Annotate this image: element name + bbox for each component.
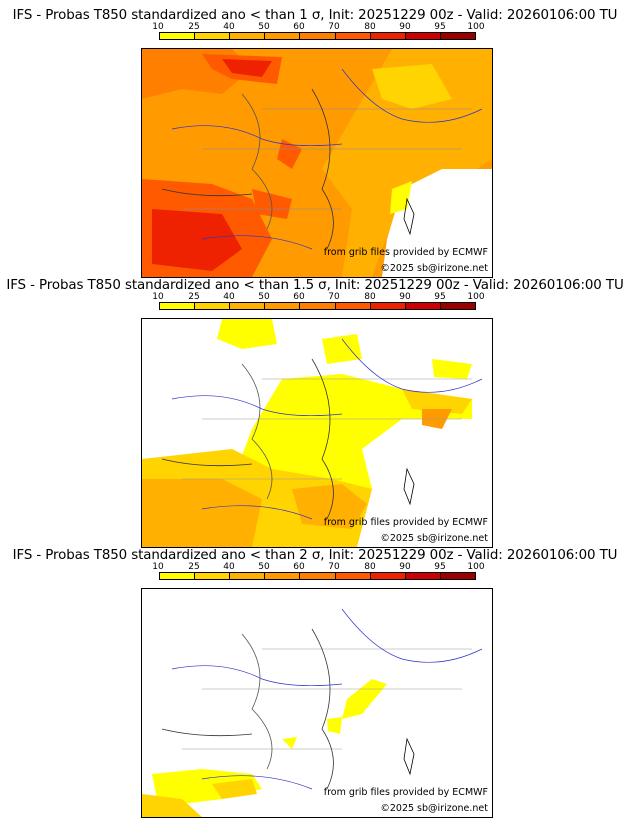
colorbar-label: 25 — [188, 562, 200, 572]
copyright-credit: ©2025 sb@irizone.net — [380, 803, 488, 814]
colorbar-label: 90 — [399, 292, 411, 302]
colorbar-label: 100 — [467, 22, 485, 32]
colorbar-swatch — [440, 33, 475, 39]
colorbar-label: 80 — [364, 562, 376, 572]
colorbar-label: 50 — [258, 292, 270, 302]
colorbar-label: 95 — [434, 292, 446, 302]
probability-map[interactable]: from grib files provided by ECMWF ©2025 … — [141, 318, 493, 548]
colorbar-swatch — [265, 573, 301, 579]
data-source-credit: from grib files provided by ECMWF — [323, 787, 488, 798]
colorbar-swatch — [195, 573, 231, 579]
colorbar-swatch — [230, 303, 266, 309]
colorbar-swatch — [160, 33, 196, 39]
colorbar-swatch — [300, 573, 336, 579]
colorbar-swatch — [405, 303, 441, 309]
colorbar-swatch — [405, 33, 441, 39]
colorbar-label: 60 — [293, 22, 305, 32]
colorbar-label: 90 — [399, 22, 411, 32]
colorbar-swatch — [230, 33, 266, 39]
colorbar-swatch — [265, 33, 301, 39]
colorbar-label: 10 — [152, 292, 164, 302]
colorbar-swatch — [300, 303, 336, 309]
panel-title: IFS - Probas T850 standardized ano < tha… — [6, 278, 624, 293]
colorbar-swatch — [160, 573, 196, 579]
colorbar-swatch — [335, 303, 371, 309]
colorbar-label: 95 — [434, 22, 446, 32]
probability-map[interactable]: from grib files provided by ECMWF ©2025 … — [141, 588, 493, 818]
probability-colorbar — [159, 302, 476, 310]
colorbar-swatch — [160, 303, 196, 309]
forecast-panel-2-sigma: IFS - Probas T850 standardized ano < tha… — [0, 548, 630, 818]
probability-colorbar — [159, 572, 476, 580]
colorbar-swatch — [300, 33, 336, 39]
data-source-credit: from grib files provided by ECMWF — [323, 517, 488, 528]
forecast-panel-1-5-sigma: IFS - Probas T850 standardized ano < tha… — [0, 278, 630, 548]
colorbar-label: 40 — [223, 562, 235, 572]
colorbar-label: 10 — [152, 562, 164, 572]
colorbar-label: 25 — [188, 292, 200, 302]
colorbar-labels: 10 25 40 50 60 70 80 90 95 100 — [140, 292, 500, 302]
panel-title: IFS - Probas T850 standardized ano < tha… — [12, 548, 618, 563]
map-graphic — [142, 589, 492, 817]
colorbar-label: 100 — [467, 562, 485, 572]
colorbar-swatch — [335, 33, 371, 39]
colorbar-label: 10 — [152, 22, 164, 32]
colorbar-swatch — [440, 573, 475, 579]
colorbar-label: 70 — [328, 292, 340, 302]
panel-title: IFS - Probas T850 standardized ano < tha… — [12, 8, 618, 23]
colorbar-labels: 10 25 40 50 60 70 80 90 95 100 — [140, 562, 500, 572]
colorbar-label: 70 — [328, 22, 340, 32]
colorbar-swatch — [335, 573, 371, 579]
colorbar-label: 80 — [364, 22, 376, 32]
colorbar-swatch — [370, 573, 406, 579]
colorbar-label: 90 — [399, 562, 411, 572]
colorbar-swatch — [195, 303, 231, 309]
colorbar-label: 40 — [223, 22, 235, 32]
colorbar-swatch — [370, 33, 406, 39]
colorbar-swatch — [405, 573, 441, 579]
colorbar-swatch — [195, 33, 231, 39]
colorbar-label: 80 — [364, 292, 376, 302]
colorbar-label: 50 — [258, 22, 270, 32]
colorbar-label: 60 — [293, 292, 305, 302]
colorbar-swatch — [230, 573, 266, 579]
copyright-credit: ©2025 sb@irizone.net — [380, 533, 488, 544]
colorbar-labels: 10 25 40 50 60 70 80 90 95 100 — [140, 22, 500, 32]
colorbar-label: 95 — [434, 562, 446, 572]
data-source-credit: from grib files provided by ECMWF — [323, 247, 488, 258]
colorbar-swatch — [440, 303, 475, 309]
forecast-panel-1-sigma: IFS - Probas T850 standardized ano < tha… — [0, 8, 630, 278]
map-graphic — [142, 319, 492, 547]
colorbar-label: 40 — [223, 292, 235, 302]
colorbar-label: 25 — [188, 22, 200, 32]
colorbar-swatch — [265, 303, 301, 309]
colorbar-label: 60 — [293, 562, 305, 572]
colorbar-swatch — [370, 303, 406, 309]
colorbar-label: 100 — [467, 292, 485, 302]
probability-map[interactable]: from grib files provided by ECMWF ©2025 … — [141, 48, 493, 278]
copyright-credit: ©2025 sb@irizone.net — [380, 263, 488, 274]
colorbar-label: 70 — [328, 562, 340, 572]
probability-colorbar — [159, 32, 476, 40]
colorbar-label: 50 — [258, 562, 270, 572]
map-graphic — [142, 49, 492, 277]
